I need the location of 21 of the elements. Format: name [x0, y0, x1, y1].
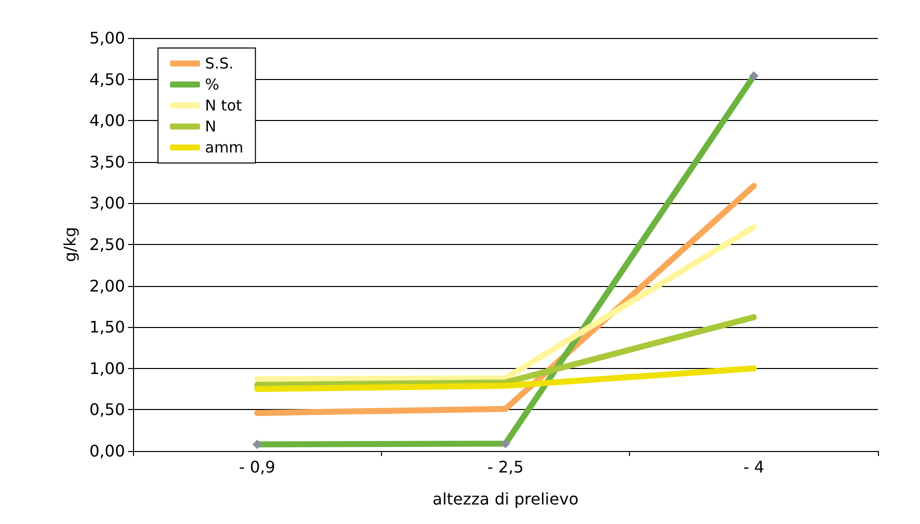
y-tick-label: 3,00 — [89, 194, 125, 213]
legend-label: N — [205, 118, 216, 136]
y-tick-label: 2,00 — [89, 276, 125, 296]
y-tick-label: 2,50 — [89, 235, 125, 254]
y-axis-title: g/kg — [60, 227, 80, 262]
legend-label: S.S. — [205, 54, 234, 72]
y-tick-label: 3,50 — [89, 152, 125, 172]
legend-label: % — [205, 76, 220, 94]
y-tick-label: 0,50 — [89, 400, 125, 420]
y-tick-label: 1,50 — [89, 318, 125, 337]
x-tick-label: - 2,5 — [487, 458, 524, 476]
x-tick-label: - 0,9 — [239, 458, 276, 476]
y-tick-label: 1,00 — [89, 358, 125, 378]
y-tick-label: 4,50 — [89, 70, 125, 89]
legend-label: amm — [205, 138, 244, 156]
y-tick-label: 4,00 — [89, 111, 125, 130]
x-tick-label: - 4 — [743, 458, 764, 476]
y-tick-label: 5,00 — [89, 28, 125, 48]
y-tick-label: 0,00 — [89, 442, 125, 460]
x-axis-title: altezza di prelievo — [432, 490, 578, 508]
legend-label: N tot — [205, 96, 242, 114]
